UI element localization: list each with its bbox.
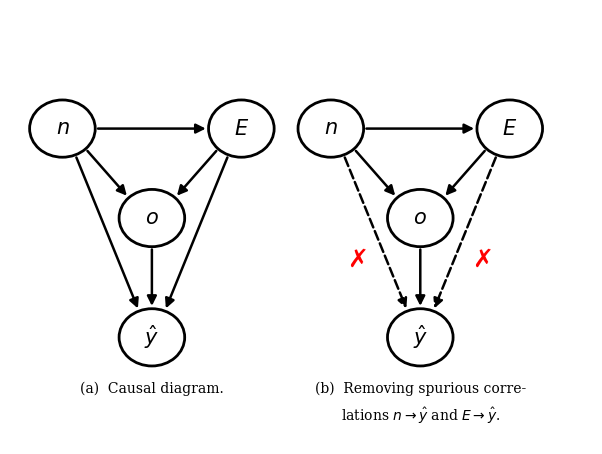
Text: (b)  Removing spurious corre-: (b) Removing spurious corre-: [315, 382, 526, 396]
Ellipse shape: [298, 100, 364, 157]
Text: ✗: ✗: [473, 248, 494, 272]
Text: $\hat{y}$: $\hat{y}$: [413, 324, 428, 351]
Ellipse shape: [29, 100, 95, 157]
Text: $n$: $n$: [324, 119, 338, 138]
Text: $o$: $o$: [145, 208, 159, 227]
Text: $E$: $E$: [234, 118, 249, 138]
Text: (a)  Causal diagram.: (a) Causal diagram.: [80, 382, 224, 396]
Ellipse shape: [208, 100, 274, 157]
Text: lations $n \rightarrow \hat{y}$ and $E \rightarrow \hat{y}$.: lations $n \rightarrow \hat{y}$ and $E \…: [341, 406, 500, 426]
Ellipse shape: [388, 189, 453, 247]
Text: $\hat{y}$: $\hat{y}$: [144, 324, 160, 351]
Ellipse shape: [388, 309, 453, 366]
Text: $n$: $n$: [55, 119, 69, 138]
Text: $E$: $E$: [502, 118, 517, 138]
Ellipse shape: [119, 309, 185, 366]
Text: ✗: ✗: [347, 248, 368, 272]
Ellipse shape: [477, 100, 542, 157]
Text: $o$: $o$: [414, 208, 427, 227]
Ellipse shape: [119, 189, 185, 247]
